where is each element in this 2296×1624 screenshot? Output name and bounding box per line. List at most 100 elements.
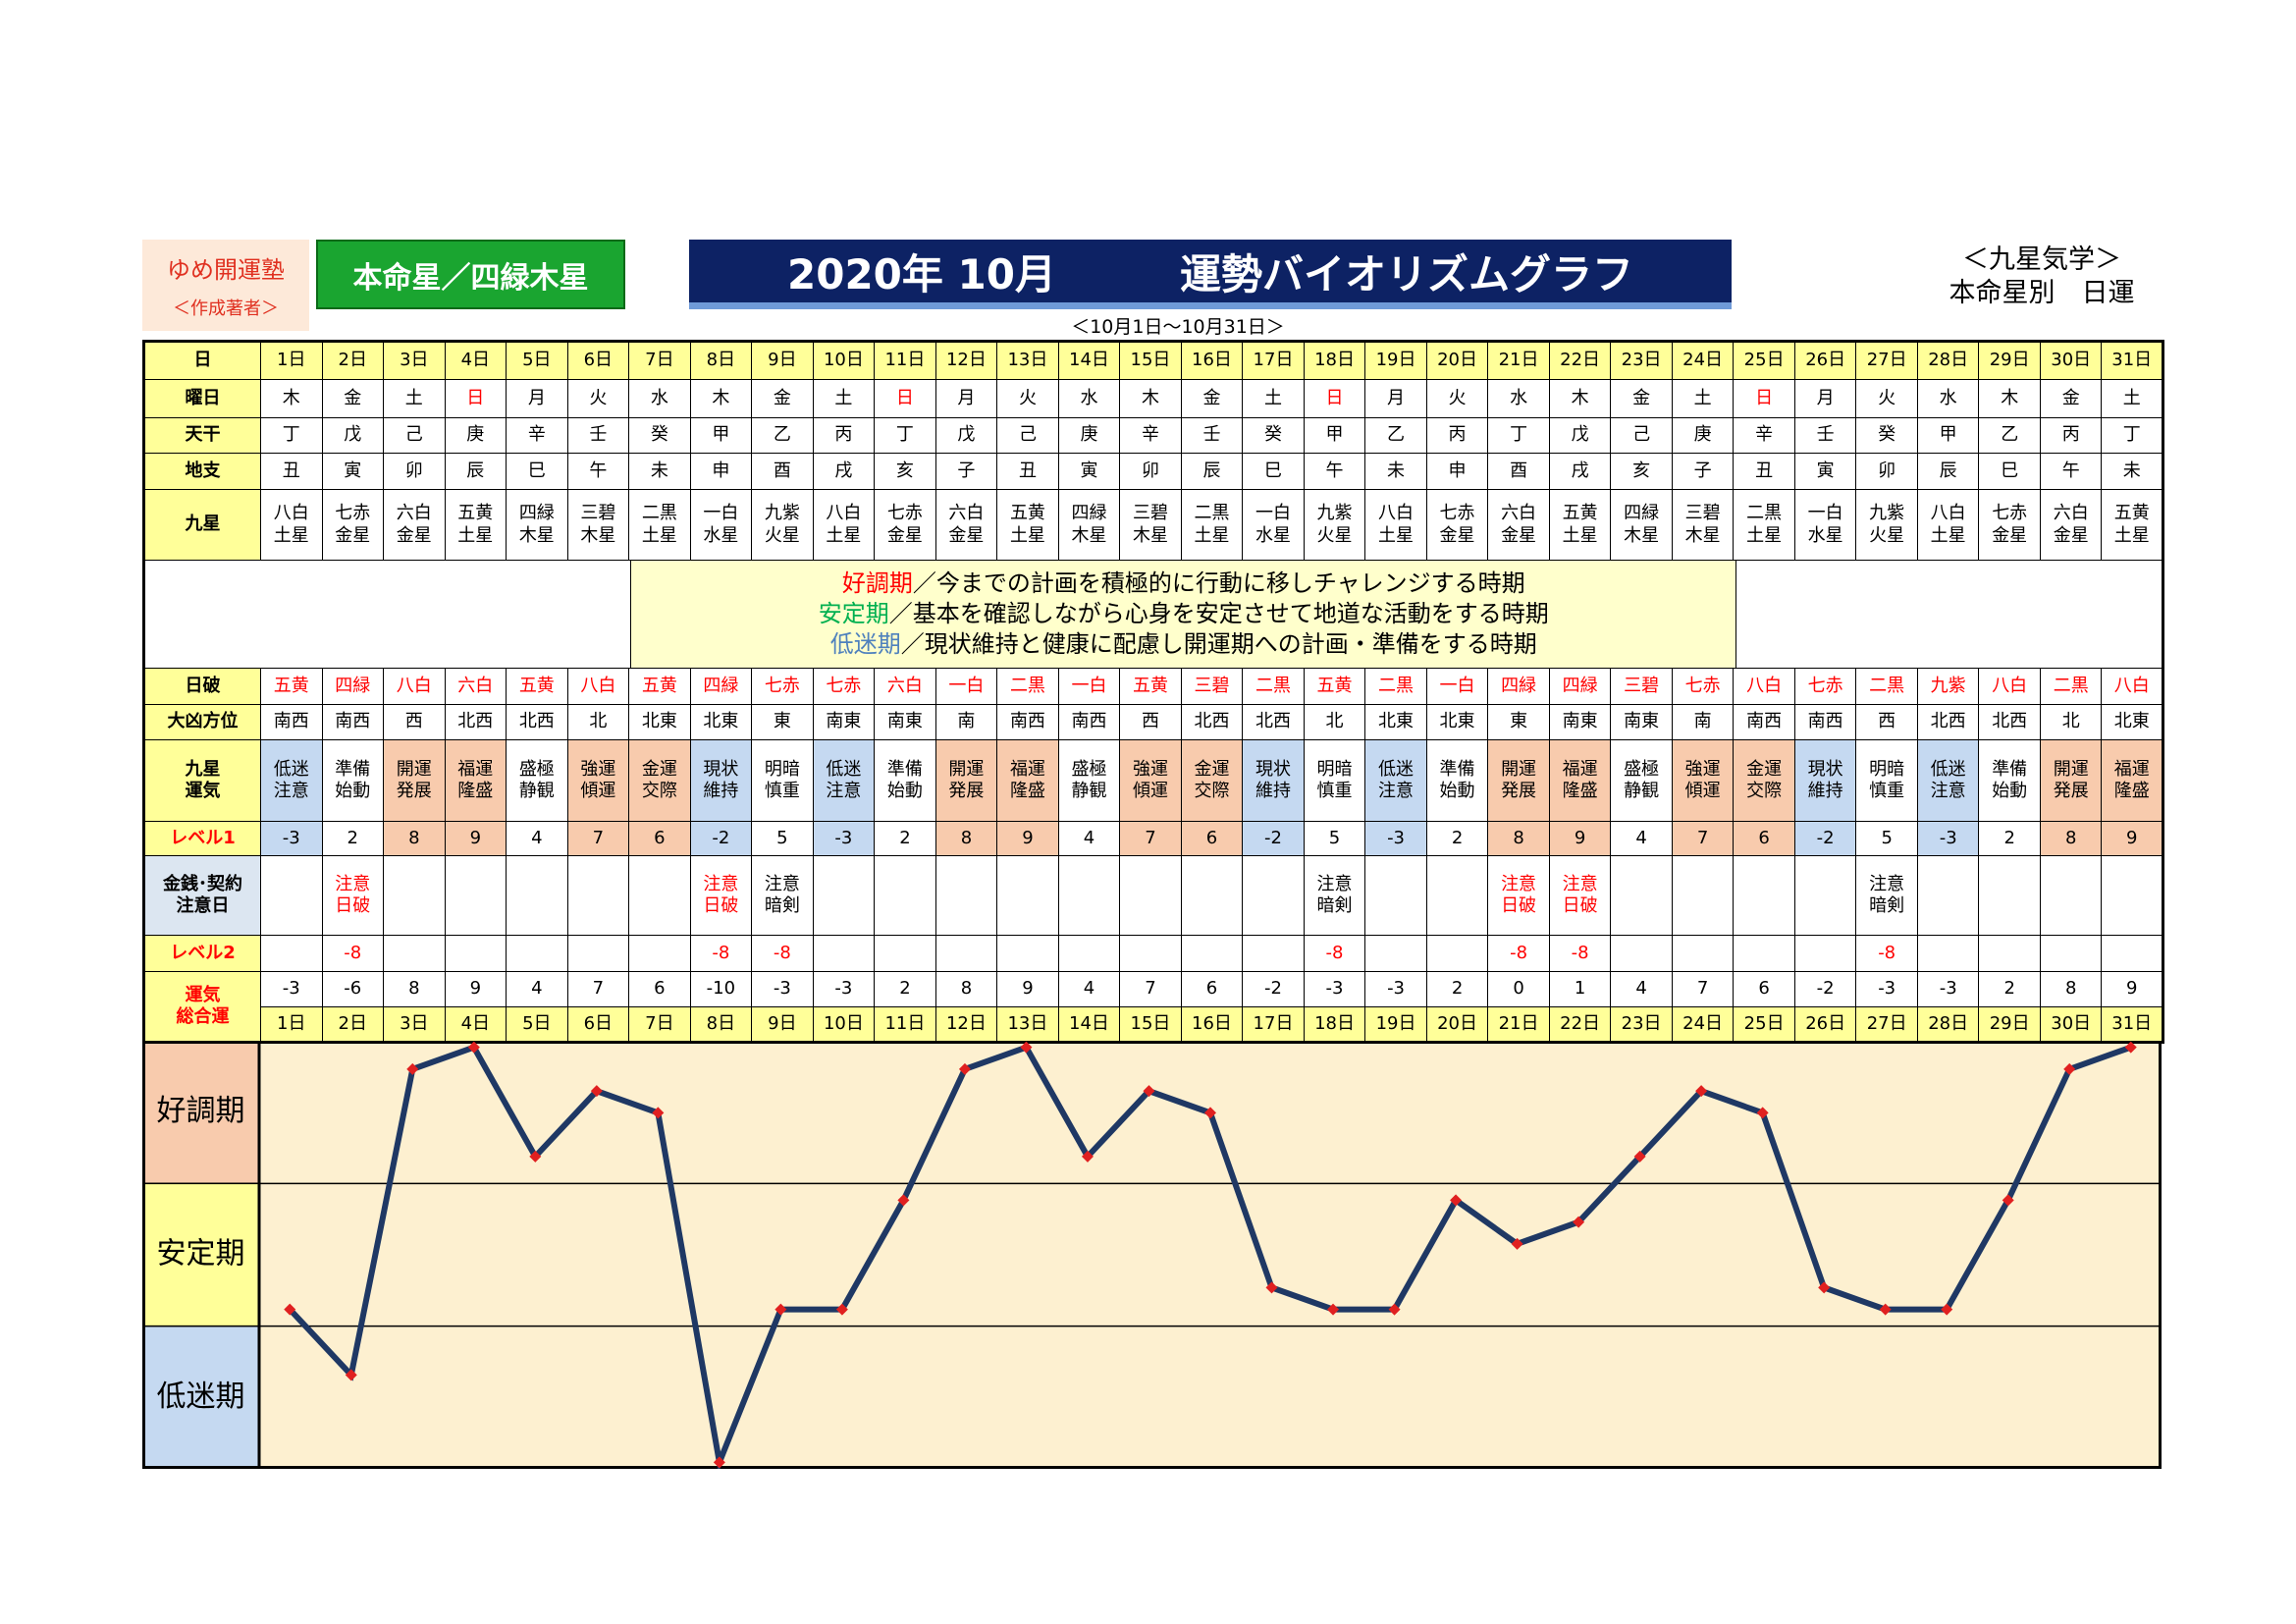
cell: 辛 <box>506 417 568 454</box>
cell: 20日 <box>1425 1006 1489 1043</box>
cell <box>1610 935 1673 972</box>
marker <box>2063 1062 2076 1075</box>
cell: -2 <box>1242 821 1305 856</box>
cell <box>1978 935 2041 972</box>
cell <box>1671 935 1735 972</box>
cell: 注意 日破 <box>321 855 385 936</box>
cell: 七赤 金星 <box>321 489 385 561</box>
cell: 六白 金星 <box>934 489 998 561</box>
cell: 五黄 <box>1303 668 1366 705</box>
legend-line: 低迷期／現状維持と健康に配慮し開運期への計画・準備をする時期 <box>830 629 1537 660</box>
cell: 一白 水星 <box>1242 489 1305 561</box>
cell: 未 <box>2101 453 2163 490</box>
cell: 12日 <box>934 341 998 380</box>
cell: 北 <box>566 704 630 740</box>
star-box: 本命星／四緑木星 <box>316 240 625 309</box>
cell: 8 <box>2039 821 2103 856</box>
cell: 明暗 慎重 <box>751 739 814 822</box>
band-label-bg <box>142 1182 260 1327</box>
cell: 9 <box>2101 971 2163 1007</box>
cell: 三碧 木星 <box>566 489 630 561</box>
cell: 一白 水星 <box>1793 489 1857 561</box>
cell: -3 <box>812 971 876 1007</box>
cell <box>628 855 691 936</box>
cell: 七赤 金星 <box>874 489 936 561</box>
cell: 南東 <box>1548 704 1612 740</box>
cell: 二黒 <box>1855 668 1918 705</box>
cell: 7 <box>1671 821 1735 856</box>
cell: 10日 <box>812 1006 876 1043</box>
cell: 乙 <box>1978 417 2041 454</box>
cell: 南西 <box>1057 704 1121 740</box>
cell <box>1057 855 1121 936</box>
cell: 四緑 <box>321 668 385 705</box>
cell: 17日 <box>1242 1006 1305 1043</box>
cell: 4 <box>1057 971 1121 1007</box>
cell: 二黒 <box>1364 668 1427 705</box>
cell <box>874 935 936 972</box>
row: 金銭･契約 注意日 注意 日破 注意 日破 注意 暗剣 注意 暗剣 注意 日破 注意 日破注… <box>143 855 2163 936</box>
cell <box>934 935 998 972</box>
cell: 土 <box>1242 379 1305 418</box>
cell: 壬 <box>566 417 630 454</box>
cell: 庚 <box>444 417 507 454</box>
cell: -3 <box>751 971 814 1007</box>
row: 九星 運気 低迷 注意 準備 始動 開運 発展 福運 隆盛 盛極 静観 強運 傾運 金運 交際… <box>143 739 2163 822</box>
cell: 八白 土星 <box>260 489 323 561</box>
legend-row: 好調期／今までの計画を積極的に行動に移しチャレンジする時期 安定期／基本を確認しな… <box>143 560 2163 669</box>
cell: -10 <box>689 971 753 1007</box>
cell: 三碧 <box>1180 668 1244 705</box>
cell <box>934 855 998 936</box>
cell: 西 <box>383 704 446 740</box>
cell <box>444 935 507 972</box>
cell: 子 <box>1671 453 1735 490</box>
cell: 4 <box>1610 821 1673 856</box>
row: 九星 八白 土星 七赤 金星 六白 金星 五黄 土星 四緑 木星 三碧 木星 二黒 土星 一白 … <box>143 489 2163 561</box>
cell: 5日 <box>506 341 568 380</box>
marker <box>1511 1237 1523 1250</box>
cell: 30日 <box>2039 1006 2103 1043</box>
cell <box>1119 935 1182 972</box>
legend-term: 安定期 <box>818 600 889 627</box>
cell: 低迷 注意 <box>1916 739 1980 822</box>
cell <box>1978 855 2041 936</box>
row-label: レベル2 <box>143 935 261 972</box>
cell: 金運 交際 <box>628 739 691 822</box>
cell: 7日 <box>628 341 691 380</box>
cell <box>2101 935 2163 972</box>
cell: -8 <box>1303 935 1366 972</box>
cell: 酉 <box>1487 453 1550 490</box>
cell: 南東 <box>812 704 876 740</box>
band-label: 安定期 <box>157 1237 245 1272</box>
cell: 3日 <box>383 341 446 380</box>
cell: 南 <box>1671 704 1735 740</box>
cell: 戊 <box>1548 417 1612 454</box>
cell: 8 <box>1487 821 1550 856</box>
cell: 18日 <box>1303 1006 1366 1043</box>
cell: 北 <box>2039 704 2103 740</box>
cell: 東 <box>751 704 814 740</box>
cell: 13日 <box>996 341 1059 380</box>
marker <box>1450 1194 1463 1207</box>
cell <box>1733 855 1795 936</box>
cell: 申 <box>689 453 753 490</box>
row: 1日 2日 3日 4日 5日 6日 7日 8日 9日 10日 11日 12日 13日 14日 15日 16日 1… <box>144 1006 2163 1043</box>
cell: 辰 <box>1180 453 1244 490</box>
cell: 五黄 土星 <box>444 489 507 561</box>
legend-line: 安定期／基本を確認しながら心身を安定させて地道な活動をする時期 <box>819 599 1549 629</box>
cell: 七赤 <box>1671 668 1735 705</box>
cell: 2 <box>1425 971 1489 1007</box>
cell: 月 <box>1364 379 1427 418</box>
cell: 14日 <box>1057 341 1121 380</box>
marker <box>958 1062 971 1075</box>
marker <box>1143 1085 1155 1098</box>
marker <box>1327 1303 1340 1316</box>
cell: 水 <box>1487 379 1550 418</box>
category: ＜九星気学＞ <box>1962 244 2121 275</box>
cell: 丑 <box>1733 453 1795 490</box>
school: ゆめ開運塾 <box>167 256 285 284</box>
cell: 木 <box>1548 379 1612 418</box>
cell: 1日 <box>260 341 323 380</box>
cell: 六白 <box>874 668 936 705</box>
cell: 南西 <box>1733 704 1795 740</box>
